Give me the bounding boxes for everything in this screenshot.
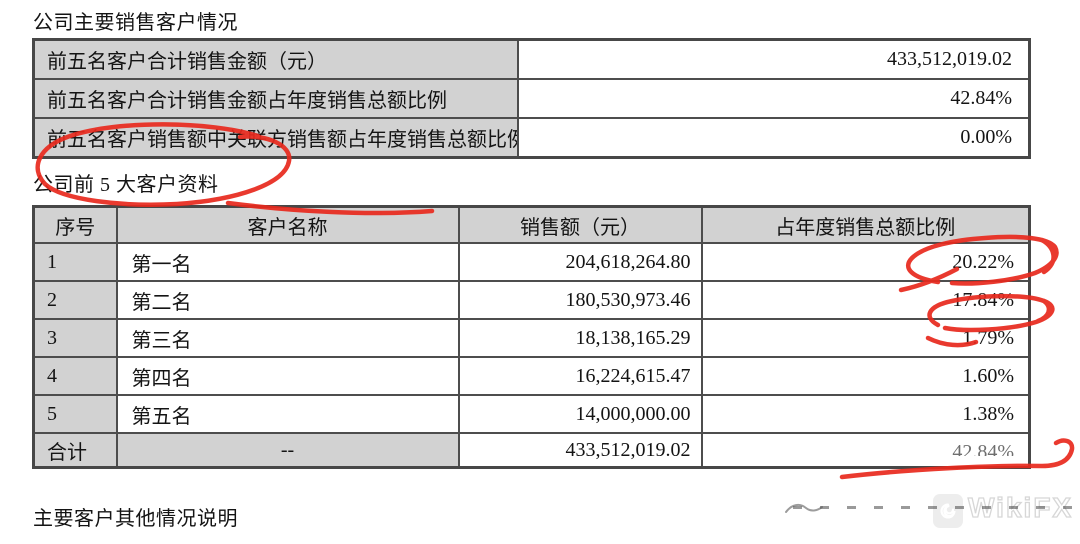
top5-customers-table: 序号 客户名称 销售额（元） 占年度销售总额比例 1 第一名 204,618,2… (32, 205, 1031, 469)
cell-amount: 180,530,973.46 (457, 280, 703, 320)
cell-no: 5 (32, 394, 118, 434)
table-row: 1 第一名 204,618,264.80 20.22% (32, 242, 1031, 282)
faded-total-ratio: 42.84% (952, 442, 1014, 456)
cell-amount: 16,224,615.47 (457, 356, 703, 396)
watermark-dashed-line (793, 506, 1078, 509)
summary-table: 前五名客户合计销售金额（元） 433,512,019.02 前五名客户合计销售金… (32, 38, 1031, 159)
page-title: 公司主要销售客户情况 (33, 12, 238, 34)
cell-ratio: 1.60% (700, 356, 1031, 396)
wikifx-logo-icon (933, 494, 963, 528)
red-curl-2022 (1039, 237, 1056, 275)
table-row: 前五名客户合计销售金额（元） 433,512,019.02 (32, 38, 1031, 80)
cell-name: 第二名 (115, 280, 460, 320)
cell-no: 1 (32, 242, 118, 282)
summary-value: 42.84% (516, 78, 1031, 119)
cell-name: 第四名 (115, 356, 460, 396)
table-row: 3 第三名 18,138,165.29 1.79% (32, 318, 1031, 358)
table-header-row: 序号 客户名称 销售额（元） 占年度销售总额比例 (32, 205, 1031, 244)
red-cusp-1784 (1035, 298, 1052, 324)
cell-amount: 204,618,264.80 (457, 242, 703, 282)
cell-amount: 18,138,165.29 (457, 318, 703, 358)
cell-name: 第五名 (115, 394, 460, 434)
cell-total-ratio: 42.84% (700, 432, 1031, 469)
cell-no: 4 (32, 356, 118, 396)
summary-value: 433,512,019.02 (516, 38, 1031, 80)
cell-no: 2 (32, 280, 118, 320)
col-header-name: 客户名称 (115, 205, 460, 244)
table-row: 2 第二名 180,530,973.46 17.84% (32, 280, 1031, 320)
cell-name: 第三名 (115, 318, 460, 358)
summary-label: 前五名客户合计销售金额（元） (32, 38, 519, 80)
cell-total-amount: 433,512,019.02 (457, 432, 703, 469)
summary-label: 前五名客户销售额中关联方销售额占年度销售总额比例 (32, 117, 519, 159)
summary-label: 前五名客户合计销售金额占年度销售总额比例 (32, 78, 519, 119)
cell-amount: 14,000,000.00 (457, 394, 703, 434)
table-row: 5 第五名 14,000,000.00 1.38% (32, 394, 1031, 434)
summary-value: 0.00% (516, 117, 1031, 159)
table-row: 前五名客户销售额中关联方销售额占年度销售总额比例 0.00% (32, 117, 1031, 159)
cell-name: 第一名 (115, 242, 460, 282)
cell-ratio: 17.84% (700, 280, 1031, 320)
section-title-other-notes: 主要客户其他情况说明 (33, 508, 238, 530)
cell-total-name: -- (115, 432, 460, 469)
cell-total-label: 合计 (32, 432, 118, 469)
col-header-ratio: 占年度销售总额比例 (700, 205, 1031, 244)
cell-ratio: 1.38% (700, 394, 1031, 434)
table-row: 4 第四名 16,224,615.47 1.60% (32, 356, 1031, 396)
section-title-top5: 公司前 5 大客户资料 (33, 174, 219, 196)
col-header-no: 序号 (32, 205, 118, 244)
cell-ratio: 20.22% (700, 242, 1031, 282)
table-total-row: 合计 -- 433,512,019.02 42.84% (32, 432, 1031, 469)
cell-ratio: 1.79% (700, 318, 1031, 358)
cell-no: 3 (32, 318, 118, 358)
col-header-amount: 销售额（元） (457, 205, 703, 244)
table-row: 前五名客户合计销售金额占年度销售总额比例 42.84% (32, 78, 1031, 119)
